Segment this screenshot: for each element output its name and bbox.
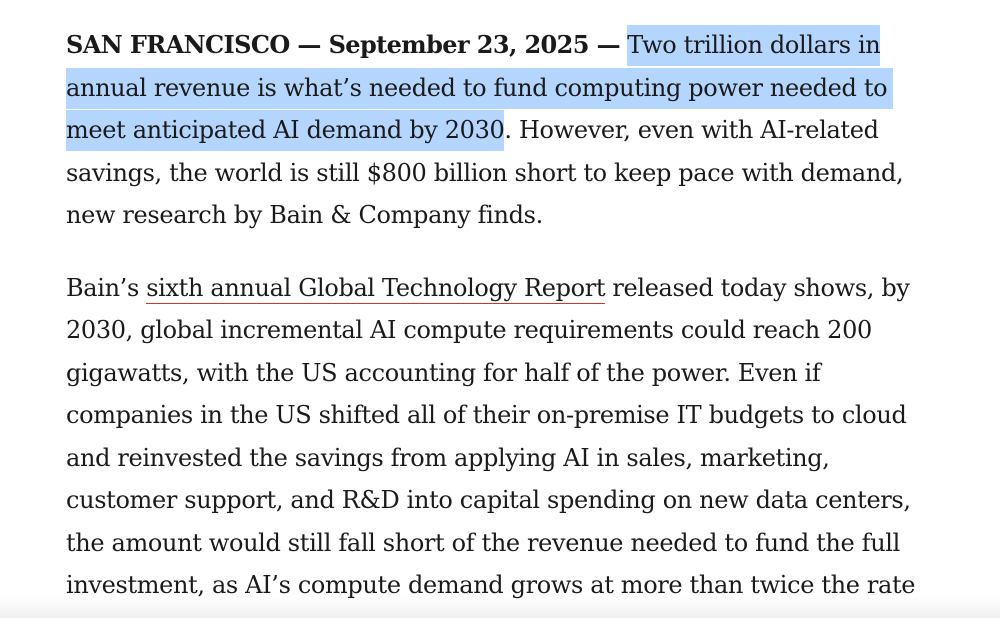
text-line: SAN FRANCISCO — September 23, 2025 — Two… — [66, 24, 946, 67]
text-line: new research by Bain & Company finds. — [66, 201, 543, 229]
text-line: investment, as AI’s compute demand grows… — [66, 571, 916, 599]
text-line: companies in the US shifted all of their… — [66, 401, 907, 429]
selected-text[interactable]: meet anticipated AI demand by 2030 — [66, 110, 505, 151]
text-line: 2030, global incremental AI compute requ… — [66, 316, 872, 344]
text-line: gigawatts, with the US accounting for ha… — [66, 358, 821, 387]
text-line: Bain’s sixth annual Global Technology Re… — [66, 267, 946, 310]
article-body: SAN FRANCISCO — September 23, 2025 — Two… — [66, 24, 946, 607]
text-line: annual revenue is what’s needed to fund … — [66, 67, 946, 110]
paragraph-intro: SAN FRANCISCO — September 23, 2025 — Two… — [66, 24, 946, 237]
text-line: meet anticipated AI demand by 2030. Howe… — [66, 109, 946, 152]
selected-text[interactable]: Two trillion dollars in — [627, 25, 881, 66]
global-technology-report-link[interactable]: sixth annual Global Technology Report — [146, 273, 606, 304]
dateline: SAN FRANCISCO — September 23, 2025 — — [66, 30, 621, 59]
text-line: the amount would still fall short of the… — [66, 528, 900, 557]
body-text: released today shows, by — [605, 273, 910, 302]
paragraph-report: Bain’s sixth annual Global Technology Re… — [66, 267, 946, 607]
body-text: . However, even with AI-related — [504, 116, 879, 144]
selected-text[interactable]: annual revenue is what’s needed to fund … — [66, 67, 894, 109]
body-text: Bain’s — [66, 273, 147, 302]
text-line: and reinvested the savings from applying… — [66, 443, 830, 472]
text-line: customer support, and R&D into capital s… — [66, 486, 911, 514]
text-line: savings, the world is still $800 billion… — [66, 158, 904, 187]
